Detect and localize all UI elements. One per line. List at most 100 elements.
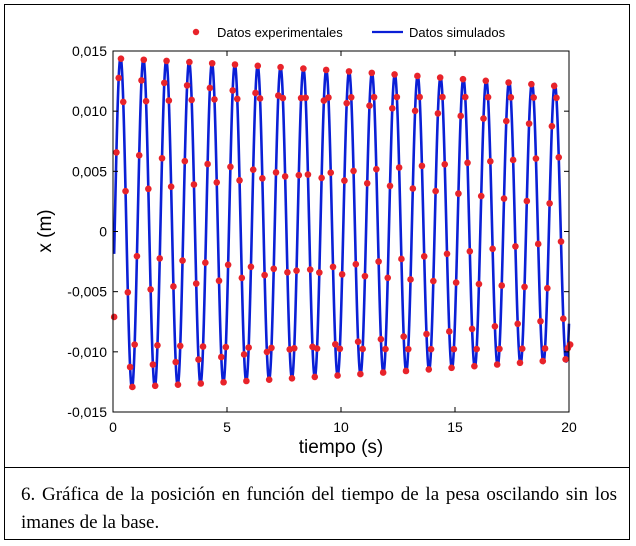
data-point-experimental xyxy=(347,93,355,101)
data-point-experimental xyxy=(300,65,307,72)
data-point-experimental xyxy=(133,252,141,260)
data-point-experimental xyxy=(277,63,284,71)
data-point-experimental xyxy=(379,369,387,376)
data-point-experimental xyxy=(407,276,414,283)
data-point-experimental xyxy=(416,93,423,101)
data-point-experimental xyxy=(368,69,376,77)
data-point-experimental xyxy=(115,74,122,82)
data-point-experimental xyxy=(448,364,455,372)
data-point-experimental xyxy=(475,280,483,288)
caption-divider xyxy=(5,467,629,468)
data-point-experimental xyxy=(471,362,478,370)
data-point-experimental xyxy=(461,93,469,101)
data-point-experimental xyxy=(254,62,262,70)
series-line-simulated xyxy=(112,56,571,390)
data-point-experimental xyxy=(142,97,150,105)
data-point-experimental xyxy=(560,315,567,323)
y-tick-label: -0,005 xyxy=(67,284,107,300)
data-point-experimental xyxy=(272,169,280,176)
data-point-experimental xyxy=(420,253,428,260)
data-point-experimental xyxy=(302,94,309,102)
data-point-experimental xyxy=(539,357,547,365)
data-point-experimental xyxy=(158,154,166,162)
data-point-experimental xyxy=(468,325,476,333)
data-point-experimental xyxy=(430,277,437,285)
data-point-experimental xyxy=(290,344,298,352)
data-point-experimental xyxy=(322,66,330,74)
data-point-experimental xyxy=(215,277,223,285)
data-point-experimental xyxy=(197,380,205,387)
data-point-experimental xyxy=(208,59,216,67)
data-point-experimental xyxy=(220,378,227,386)
data-point-experimental xyxy=(425,366,433,373)
data-point-experimental xyxy=(329,263,337,271)
data-point-experimental xyxy=(126,363,134,371)
data-point-experimental xyxy=(450,345,458,353)
data-point-experimental xyxy=(265,376,273,383)
data-point-experimental xyxy=(530,94,537,101)
data-point-experimental xyxy=(304,171,312,178)
data-point-experimental xyxy=(427,345,435,353)
data-point-experimental xyxy=(129,383,136,391)
data-point-experimental xyxy=(224,261,232,269)
data-point-experimental xyxy=(140,56,148,64)
data-point-experimental xyxy=(233,95,241,103)
data-point-experimental xyxy=(541,345,549,352)
data-point-experimental xyxy=(145,185,152,193)
y-tick-label: -0,015 xyxy=(67,404,107,420)
data-point-experimental xyxy=(341,177,348,184)
data-point-experimental xyxy=(434,110,442,117)
data-point-experimental xyxy=(477,192,485,200)
data-point-experimental xyxy=(423,330,430,338)
data-point-experimental xyxy=(263,348,271,356)
data-point-experimental xyxy=(138,77,145,84)
data-point-experimental xyxy=(361,272,369,280)
data-point-experimental xyxy=(229,87,236,94)
data-point-experimental xyxy=(411,107,419,115)
data-point-experimental xyxy=(441,161,449,168)
data-point-experimental xyxy=(377,335,385,343)
data-point-experimental xyxy=(338,271,346,278)
x-tick-label: 5 xyxy=(223,419,231,435)
data-point-experimental xyxy=(544,284,551,292)
data-point-experimental xyxy=(270,265,278,273)
data-point-experimental xyxy=(459,75,467,83)
data-point-experimental xyxy=(373,165,380,173)
data-point-experimental xyxy=(548,122,556,130)
data-point-experimental xyxy=(279,94,287,102)
data-point-experimental xyxy=(316,269,323,276)
x-tick-label: 20 xyxy=(561,419,577,435)
data-point-experimental xyxy=(240,351,248,358)
data-point-experimental xyxy=(487,158,494,165)
data-point-experimental xyxy=(402,367,410,375)
data-point-experimental xyxy=(496,345,503,353)
data-point-experimental xyxy=(354,338,362,346)
data-point-experimental xyxy=(222,343,230,351)
data-point-experimental xyxy=(566,341,574,348)
x-axis-label: tiempo (s) xyxy=(299,437,383,458)
data-point-experimental xyxy=(252,89,259,97)
data-point-experimental xyxy=(151,382,159,390)
data-point-experimental xyxy=(190,181,198,188)
data-point-experimental xyxy=(156,255,164,262)
data-point-experimental xyxy=(395,164,403,171)
data-point-experimental xyxy=(414,72,421,80)
data-point-experimental xyxy=(384,274,392,282)
data-point-experimental xyxy=(525,120,533,127)
data-point-experimental xyxy=(366,102,373,110)
data-point-experimental xyxy=(489,245,496,253)
data-point-experimental xyxy=(327,169,335,176)
data-point-experimental xyxy=(400,333,408,340)
x-tick-label: 15 xyxy=(447,419,463,435)
x-tick-label: 0 xyxy=(109,419,117,435)
data-point-experimental xyxy=(516,359,524,367)
data-point-experimental xyxy=(357,370,364,378)
data-point-experimental xyxy=(537,317,544,325)
data-point-experimental xyxy=(113,149,120,156)
data-point-experimental xyxy=(528,80,535,88)
data-point-experimental xyxy=(505,79,512,86)
data-point-experimental xyxy=(418,162,426,170)
data-point-experimental xyxy=(370,93,378,101)
data-point-experimental xyxy=(550,82,558,90)
figure-caption: 6. Gráfica de la posición en función del… xyxy=(21,484,617,533)
